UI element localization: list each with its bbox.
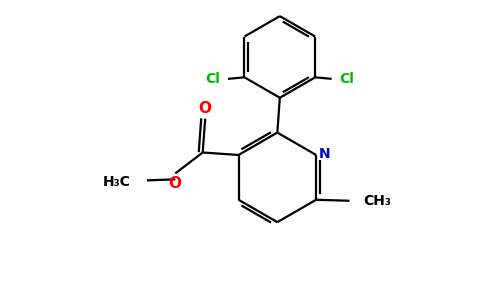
Text: N: N: [319, 147, 331, 161]
Text: Cl: Cl: [339, 72, 354, 86]
Text: O: O: [199, 101, 212, 116]
Text: Cl: Cl: [206, 72, 221, 86]
Text: O: O: [168, 176, 181, 191]
Text: CH₃: CH₃: [363, 194, 391, 208]
Text: H₃C: H₃C: [103, 175, 131, 189]
